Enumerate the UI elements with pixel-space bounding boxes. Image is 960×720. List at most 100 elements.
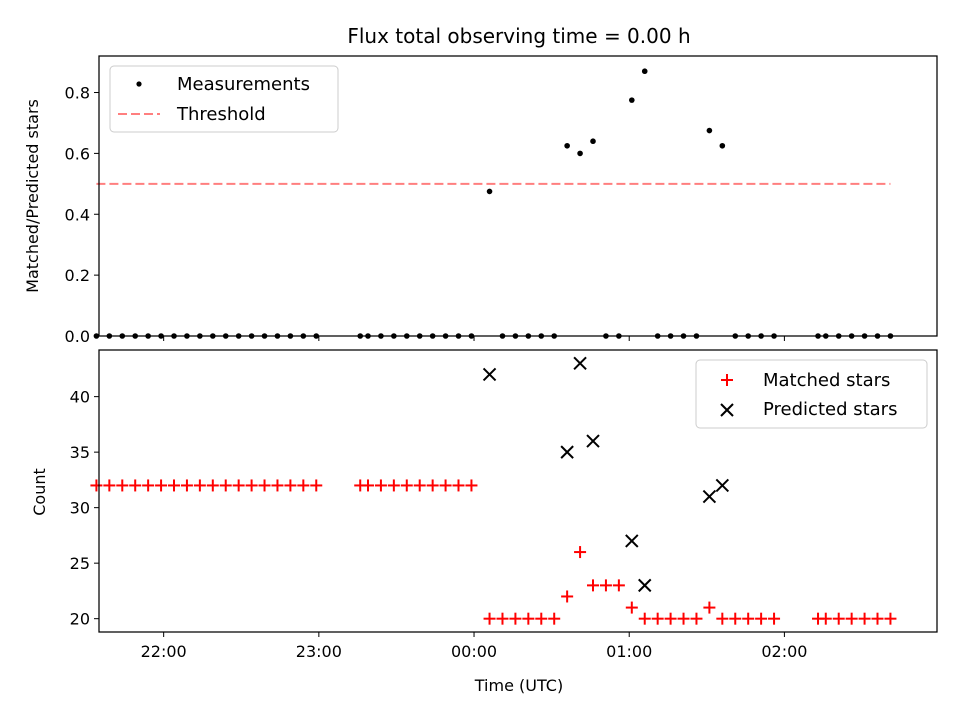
matched-point <box>729 612 742 625</box>
x-axis-label: Time (UTC) <box>474 676 563 695</box>
matched-point <box>142 479 155 492</box>
bottom-y-tick-label: 35 <box>70 443 90 462</box>
bottom-legend: Matched stars Predicted stars <box>695 359 928 429</box>
matched-point <box>587 579 600 592</box>
bottom-y-tick-label: 40 <box>70 388 90 407</box>
top-legend-box <box>109 65 339 133</box>
matched-point <box>310 479 323 492</box>
matched-point <box>664 612 677 625</box>
matched-point <box>155 479 168 492</box>
predicted-point <box>560 445 574 459</box>
top-y-axis-label: Matched/Predicted stars <box>23 99 42 293</box>
legend-matched-label: Matched stars <box>763 370 890 391</box>
matched-point <box>103 479 116 492</box>
measurement-point <box>641 68 648 75</box>
predicted-point <box>573 356 587 371</box>
matched-point <box>496 612 509 625</box>
measurement-point <box>93 333 100 339</box>
bottom-x-ticks: 22:00 23:00 00:00 01:00 02:00 <box>141 632 807 661</box>
matched-point <box>483 612 496 625</box>
bottom-legend-box <box>695 359 928 429</box>
bottom-series <box>90 356 897 625</box>
top-y-tick-label: 0.2 <box>65 266 90 285</box>
matched-point <box>845 612 858 625</box>
matched-point <box>703 601 716 614</box>
measurement-point <box>564 142 570 149</box>
matched-point <box>271 479 284 492</box>
predicted-point <box>625 534 639 548</box>
matched-point <box>768 612 781 625</box>
matched-point <box>116 479 129 492</box>
matched-point <box>509 612 522 625</box>
matched-point <box>374 479 387 492</box>
matched-point <box>716 612 729 625</box>
bottom-y-tick-label: 20 <box>70 610 90 629</box>
matched-point <box>548 612 561 625</box>
bottom-x-tick-label: 01:00 <box>606 642 652 661</box>
matched-point <box>168 479 181 492</box>
top-plot-frame <box>98 55 938 337</box>
matched-point <box>625 601 638 614</box>
matched-point <box>638 612 651 625</box>
bottom-panel: Count Time (UTC) 20 25 30 35 40 22:00 23:00 00… <box>30 349 938 695</box>
matched-point <box>871 612 884 625</box>
matched-point <box>439 479 452 492</box>
matched-point <box>180 479 193 492</box>
matched-point <box>690 612 703 625</box>
matched-point <box>284 479 297 492</box>
matched-point <box>612 579 625 592</box>
matched-point <box>742 612 755 625</box>
matched-point <box>387 479 400 492</box>
measurement-point <box>706 127 713 134</box>
legend-measurements-label: Measurements <box>177 74 310 95</box>
matched-point <box>651 612 664 625</box>
top-panel: Flux total observing time = 0.00 h Match… <box>23 24 938 346</box>
matched-point <box>129 479 142 492</box>
matched-point <box>219 479 232 492</box>
top-y-tick-label: 0.4 <box>65 205 90 224</box>
top-y-tick-label: 0.0 <box>65 327 90 346</box>
legend-predicted-marker <box>720 403 734 417</box>
matched-point <box>599 579 612 592</box>
matched-point <box>755 612 768 625</box>
top-y-ticks: 0.0 0.2 0.4 0.6 0.8 <box>65 84 99 346</box>
matched-point <box>426 479 439 492</box>
predicted-point <box>482 367 497 382</box>
predicted-point <box>638 578 652 593</box>
bottom-x-tick-label: 23:00 <box>296 642 342 661</box>
measurement-point <box>577 150 583 157</box>
matched-point <box>193 479 206 492</box>
matched-point <box>90 479 103 492</box>
matched-point <box>535 612 548 625</box>
top-y-tick-label: 0.8 <box>65 84 90 103</box>
bottom-plot-frame <box>98 349 938 633</box>
matched-point <box>819 612 832 625</box>
chart-title: Flux total observing time = 0.00 h <box>347 24 690 48</box>
measurement-point <box>719 142 726 149</box>
bottom-y-axis-label: Count <box>30 468 49 516</box>
predicted-point <box>586 434 600 448</box>
matched-point <box>206 479 219 492</box>
measurement-point <box>629 97 635 103</box>
legend-threshold-label: Threshold <box>176 104 266 125</box>
matched-point <box>561 590 574 603</box>
matched-point <box>884 612 897 625</box>
matched-point <box>832 612 845 625</box>
top-legend: Measurements Threshold <box>109 65 339 133</box>
measurement-point <box>590 138 596 145</box>
matched-point <box>245 479 258 492</box>
matched-point <box>400 479 413 492</box>
matched-point <box>232 479 245 492</box>
legend-predicted-label: Predicted stars <box>763 399 897 420</box>
matched-point <box>258 479 271 492</box>
matched-point <box>361 479 374 492</box>
matched-point <box>858 612 871 625</box>
bottom-x-tick-label: 22:00 <box>141 642 187 661</box>
legend-matched-marker <box>721 374 733 386</box>
bottom-x-tick-label: 02:00 <box>761 642 807 661</box>
matched-point <box>522 612 535 625</box>
bottom-y-tick-label: 25 <box>70 554 90 573</box>
bottom-y-ticks: 20 25 30 35 40 <box>70 388 99 629</box>
matched-point <box>677 612 690 625</box>
